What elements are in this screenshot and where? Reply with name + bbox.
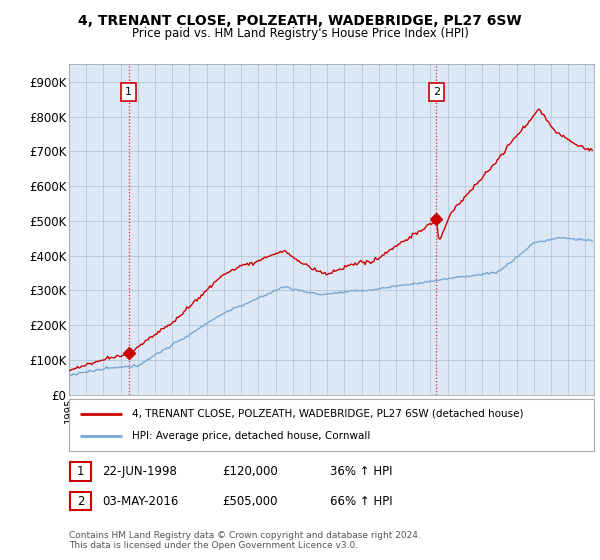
Text: £120,000: £120,000: [222, 465, 278, 478]
Text: 36% ↑ HPI: 36% ↑ HPI: [330, 465, 392, 478]
Text: 1: 1: [77, 465, 84, 478]
Text: 2: 2: [77, 494, 84, 508]
Text: 03-MAY-2016: 03-MAY-2016: [102, 494, 178, 508]
Text: 22-JUN-1998: 22-JUN-1998: [102, 465, 177, 478]
Text: £505,000: £505,000: [222, 494, 277, 508]
Text: 4, TRENANT CLOSE, POLZEATH, WADEBRIDGE, PL27 6SW: 4, TRENANT CLOSE, POLZEATH, WADEBRIDGE, …: [78, 14, 522, 28]
Text: 4, TRENANT CLOSE, POLZEATH, WADEBRIDGE, PL27 6SW (detached house): 4, TRENANT CLOSE, POLZEATH, WADEBRIDGE, …: [132, 409, 523, 419]
Text: 1: 1: [125, 87, 132, 97]
Text: 2: 2: [433, 87, 440, 97]
Text: Price paid vs. HM Land Registry's House Price Index (HPI): Price paid vs. HM Land Registry's House …: [131, 27, 469, 40]
Text: Contains HM Land Registry data © Crown copyright and database right 2024.
This d: Contains HM Land Registry data © Crown c…: [69, 531, 421, 550]
Text: HPI: Average price, detached house, Cornwall: HPI: Average price, detached house, Corn…: [132, 431, 370, 441]
Text: 66% ↑ HPI: 66% ↑ HPI: [330, 494, 392, 508]
